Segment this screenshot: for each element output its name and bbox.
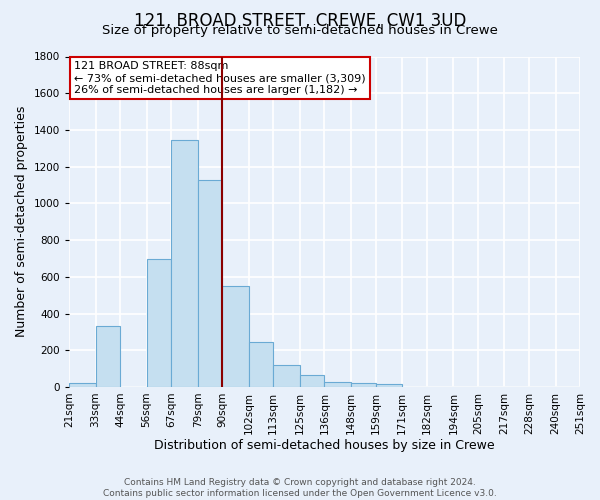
Bar [325,382,351,387]
Bar [300,375,325,387]
Bar [198,180,222,387]
Bar [376,384,402,387]
Bar [146,260,171,387]
Bar [171,140,198,387]
Bar [69,384,95,387]
Text: Size of property relative to semi-detached houses in Crewe: Size of property relative to semi-detach… [102,24,498,37]
Bar [249,342,273,387]
Bar [351,384,376,387]
Y-axis label: Number of semi-detached properties: Number of semi-detached properties [15,106,28,338]
Text: Contains HM Land Registry data © Crown copyright and database right 2024.
Contai: Contains HM Land Registry data © Crown c… [103,478,497,498]
Bar [222,286,249,387]
Text: 121, BROAD STREET, CREWE, CW1 3UD: 121, BROAD STREET, CREWE, CW1 3UD [134,12,466,30]
Bar [273,365,300,387]
X-axis label: Distribution of semi-detached houses by size in Crewe: Distribution of semi-detached houses by … [154,440,495,452]
Text: 121 BROAD STREET: 88sqm
← 73% of semi-detached houses are smaller (3,309)
26% of: 121 BROAD STREET: 88sqm ← 73% of semi-de… [74,62,365,94]
Bar [95,326,120,387]
